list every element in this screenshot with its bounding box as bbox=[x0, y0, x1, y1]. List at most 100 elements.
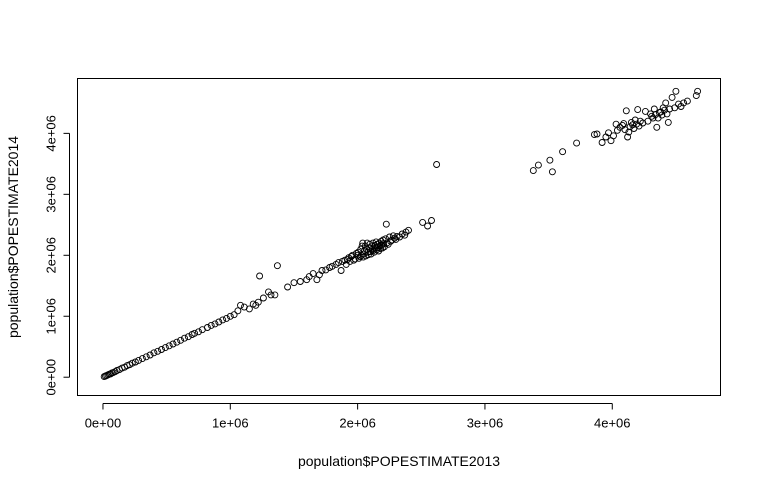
data-point bbox=[203, 324, 211, 331]
data-point bbox=[424, 222, 432, 230]
data-point bbox=[195, 328, 202, 336]
data-point bbox=[111, 368, 119, 376]
data-point bbox=[610, 132, 617, 140]
data-point bbox=[664, 118, 672, 126]
data-point bbox=[245, 305, 253, 313]
y-tick-label: 0e+00 bbox=[44, 359, 59, 396]
data-point bbox=[191, 329, 199, 337]
data-point bbox=[621, 126, 629, 134]
data-points bbox=[100, 87, 702, 381]
data-point bbox=[273, 262, 281, 270]
data-point bbox=[150, 349, 158, 357]
data-point bbox=[146, 351, 154, 359]
x-axis-title: population$POPESTIMATE2013 bbox=[298, 453, 500, 469]
data-point bbox=[271, 291, 279, 299]
data-point bbox=[211, 320, 219, 328]
data-point bbox=[215, 318, 223, 326]
data-point bbox=[671, 104, 679, 112]
data-point bbox=[534, 161, 542, 169]
x-tick-label: 4e+06 bbox=[594, 416, 631, 431]
y-tick-label: 1e+06 bbox=[44, 298, 59, 335]
data-point bbox=[322, 266, 330, 274]
y-tick-label: 4e+06 bbox=[44, 115, 59, 152]
data-point bbox=[598, 139, 606, 146]
data-point bbox=[370, 248, 378, 256]
data-point bbox=[548, 168, 556, 176]
data-point bbox=[131, 358, 139, 366]
data-point bbox=[590, 131, 598, 139]
data-point bbox=[675, 100, 682, 108]
data-point bbox=[634, 106, 642, 114]
data-point bbox=[181, 334, 188, 342]
data-point bbox=[380, 240, 388, 248]
data-point bbox=[428, 217, 435, 224]
data-point bbox=[177, 336, 185, 344]
data-point bbox=[666, 105, 674, 113]
data-point bbox=[378, 244, 386, 252]
data-point bbox=[382, 220, 390, 228]
data-point bbox=[234, 307, 242, 315]
data-point bbox=[662, 99, 670, 107]
data-point bbox=[644, 117, 652, 125]
y-tick-label: 3e+06 bbox=[44, 176, 59, 213]
data-point bbox=[573, 139, 581, 147]
data-point bbox=[620, 120, 628, 128]
data-point bbox=[290, 279, 298, 287]
data-point bbox=[237, 301, 244, 309]
y-axis-title: population$POPESTIMATE2014 bbox=[5, 136, 21, 338]
y-tick-label: 2e+06 bbox=[44, 237, 59, 274]
data-point bbox=[259, 294, 267, 302]
data-point bbox=[653, 123, 661, 131]
data-point bbox=[605, 129, 612, 137]
data-point bbox=[219, 316, 227, 324]
data-point bbox=[173, 338, 181, 346]
data-point bbox=[612, 120, 620, 128]
data-point bbox=[284, 283, 292, 291]
data-point bbox=[161, 344, 169, 352]
y-axis: 0e+00 1e+06 2e+06 3e+06 4e+06 bbox=[44, 115, 70, 395]
data-point bbox=[683, 97, 691, 105]
data-point bbox=[158, 346, 165, 353]
data-point bbox=[318, 267, 326, 274]
data-point bbox=[648, 112, 656, 120]
data-point bbox=[135, 356, 143, 364]
data-point bbox=[433, 161, 441, 168]
data-point bbox=[694, 87, 702, 95]
data-point bbox=[142, 353, 150, 361]
data-point bbox=[254, 298, 262, 306]
data-point bbox=[184, 333, 192, 341]
data-point bbox=[138, 355, 146, 363]
data-point bbox=[296, 278, 304, 285]
data-point bbox=[154, 347, 162, 355]
x-tick-label: 1e+06 bbox=[212, 416, 249, 431]
data-point bbox=[337, 267, 345, 274]
data-point bbox=[546, 156, 554, 164]
data-point bbox=[405, 226, 412, 234]
data-point bbox=[223, 314, 230, 322]
data-point bbox=[401, 231, 409, 239]
data-point bbox=[226, 312, 234, 320]
data-point bbox=[622, 107, 630, 115]
data-point bbox=[328, 262, 336, 270]
data-point bbox=[383, 239, 391, 247]
data-point bbox=[529, 167, 537, 175]
data-point bbox=[309, 270, 317, 278]
data-point bbox=[631, 116, 639, 124]
data-point bbox=[680, 99, 688, 107]
data-point bbox=[169, 340, 177, 348]
data-point bbox=[230, 311, 238, 319]
x-axis: 0e+00 1e+06 2e+06 3e+06 4e+06 bbox=[85, 403, 631, 431]
x-tick-label: 3e+06 bbox=[467, 416, 504, 431]
data-point bbox=[335, 259, 342, 267]
data-point bbox=[128, 359, 136, 367]
data-point bbox=[692, 92, 700, 100]
data-point bbox=[207, 321, 215, 329]
data-point bbox=[668, 93, 676, 101]
data-point bbox=[419, 218, 427, 226]
data-point bbox=[267, 291, 275, 299]
x-tick-label: 0e+00 bbox=[85, 416, 122, 431]
x-tick-label: 2e+06 bbox=[339, 416, 376, 431]
data-point bbox=[672, 87, 680, 95]
data-point bbox=[559, 148, 567, 156]
